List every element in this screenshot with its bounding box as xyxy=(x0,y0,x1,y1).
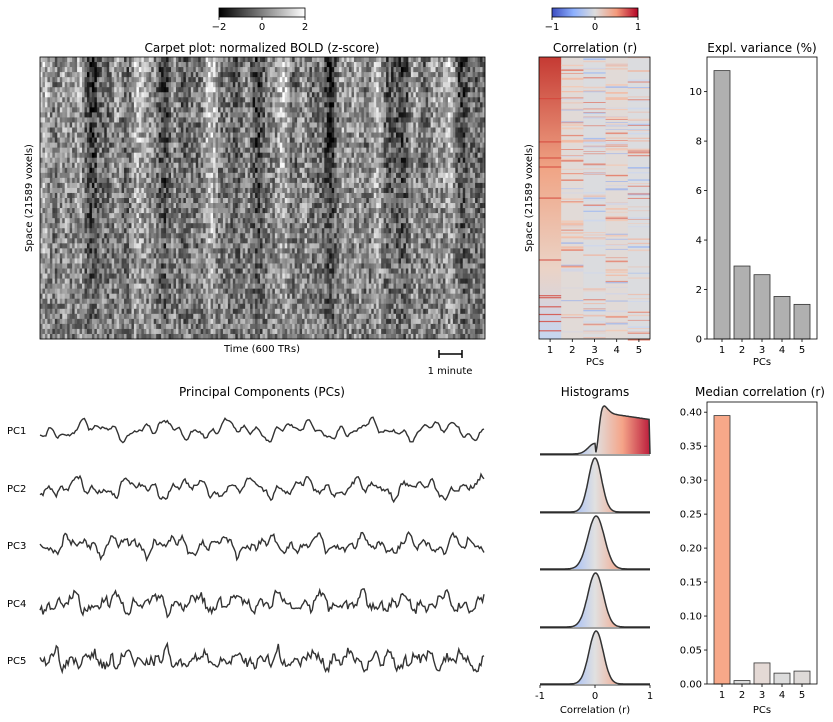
bar-xtick: 2 xyxy=(739,345,745,356)
histograms-xlabel: Correlation (r) xyxy=(560,705,630,716)
histogram-fill xyxy=(540,458,650,512)
bar-ytick: 0.40 xyxy=(680,408,702,419)
histogram-density-PC1 xyxy=(540,405,651,455)
histogram-density-PC3 xyxy=(540,515,650,570)
median-corr-plot: 1 2 3 4 5 0.00 0.05 0.10 0.15 0.20 0.25 0.30 0.35 0.4… xyxy=(680,401,818,701)
bar-pc2 xyxy=(733,265,751,340)
bar-ytick: 0.25 xyxy=(680,510,702,521)
expl-variance-plot: 1 2 3 4 5 0 2 4 6 8 10 xyxy=(689,56,818,356)
histogram-fill xyxy=(540,573,650,627)
histograms-title: Histograms xyxy=(561,385,630,399)
bar-pc2 xyxy=(733,680,751,685)
bar-pc3 xyxy=(753,662,771,685)
carpet-colorbar-tick: −2 xyxy=(212,22,227,33)
bar-pc4 xyxy=(773,672,791,685)
corr-colorbar-tick: 1 xyxy=(635,22,641,33)
pc-line xyxy=(39,587,485,619)
pcs-title: Principal Components (PCs) xyxy=(179,385,345,399)
corr-xtick: 3 xyxy=(591,345,597,356)
bar-xtick: 5 xyxy=(799,690,805,701)
bar-ytick: 4 xyxy=(696,236,702,247)
bar-ytick: 6 xyxy=(696,186,702,197)
bar-pc3 xyxy=(753,274,771,340)
carpet-colorbar: −2 0 2 xyxy=(212,7,308,33)
bar-xtick: 4 xyxy=(779,345,785,356)
pc-label: PC1 xyxy=(7,426,26,437)
corr-xtick: 2 xyxy=(569,345,575,356)
corr-colorbar-tick: 0 xyxy=(592,22,598,33)
pc-line xyxy=(39,641,485,675)
bar-xtick: 3 xyxy=(759,345,765,356)
correlation-colorbar: −1 0 1 xyxy=(545,7,641,33)
bar-xtick: 1 xyxy=(719,690,725,701)
carpet-heatmap xyxy=(39,56,486,340)
bar-xtick: 3 xyxy=(759,690,765,701)
pc-label: PC5 xyxy=(7,656,26,667)
pc-timeseries: PC1 PC2 PC3 PC4 PC5 xyxy=(7,416,485,675)
corr-xtick: 5 xyxy=(636,345,642,356)
bar-ytick: 0.10 xyxy=(680,612,702,623)
carpet-colorbar-tick: 0 xyxy=(259,22,265,33)
bar-ytick: 0.30 xyxy=(680,476,702,487)
bar-ytick: 10 xyxy=(689,87,702,98)
corr-xtick: 4 xyxy=(614,345,620,356)
bar-pc1 xyxy=(713,415,731,685)
pc-label: PC4 xyxy=(7,599,26,610)
correlation-xlabel: PCs xyxy=(586,357,604,368)
median-corr-xlabel: PCs xyxy=(753,705,771,716)
bar-ytick: 0.20 xyxy=(680,544,702,555)
expl-variance-title: Expl. variance (%) xyxy=(707,41,817,55)
expl-variance-xlabel: PCs xyxy=(753,357,771,368)
corr-colorbar-tick: −1 xyxy=(545,22,560,33)
bar-xtick: 1 xyxy=(719,345,725,356)
histograms: -1 0 1 xyxy=(535,405,653,702)
bar-pc4 xyxy=(773,296,791,340)
bar-ytick: 0.00 xyxy=(680,680,702,691)
pc-label: PC2 xyxy=(7,484,26,495)
correlation-title: Correlation (r) xyxy=(553,41,637,55)
histogram-density-PC2 xyxy=(540,457,650,513)
carpet-colorbar-tick: 2 xyxy=(302,22,308,33)
hist-xtick: 0 xyxy=(592,691,598,702)
one-minute-scale-bar: 1 minute xyxy=(428,350,473,377)
bar-xtick: 5 xyxy=(799,345,805,356)
bar-ytick: 8 xyxy=(696,137,702,148)
scale-bar-label: 1 minute xyxy=(428,366,473,377)
bar-pc1 xyxy=(713,70,731,340)
correlation-heatmap xyxy=(538,56,651,341)
histogram-density-PC5 xyxy=(540,630,650,685)
bar-ytick: 0.15 xyxy=(680,578,702,589)
pc-line xyxy=(39,416,485,444)
histogram-fill xyxy=(540,631,650,684)
bar-xtick: 2 xyxy=(739,690,745,701)
carpet-xlabel: Time (600 TRs) xyxy=(223,344,300,355)
pc-label: PC3 xyxy=(7,541,26,552)
hist-xtick: 1 xyxy=(647,691,653,702)
hist-xtick: -1 xyxy=(535,691,545,702)
corr-xtick: 1 xyxy=(547,345,553,356)
bar-pc5 xyxy=(793,303,811,340)
bar-ytick: 0 xyxy=(696,335,702,346)
pc-line xyxy=(39,530,485,563)
histogram-fill xyxy=(540,516,650,569)
pc-line xyxy=(39,472,485,504)
bar-ytick: 2 xyxy=(696,285,702,296)
correlation-ylabel: Space (21589 voxels) xyxy=(524,144,535,252)
median-corr-title: Median correlation (r) xyxy=(695,385,825,399)
bar-ytick: 0.35 xyxy=(680,442,702,453)
bar-ytick: 0.05 xyxy=(680,646,702,657)
carpet-ylabel: Space (21589 voxels) xyxy=(24,144,35,252)
bar-xtick: 4 xyxy=(779,690,785,701)
carpet-title: Carpet plot: normalized BOLD (z-score) xyxy=(145,41,380,55)
histogram-density-PC4 xyxy=(540,572,650,628)
bar-pc5 xyxy=(793,670,811,685)
